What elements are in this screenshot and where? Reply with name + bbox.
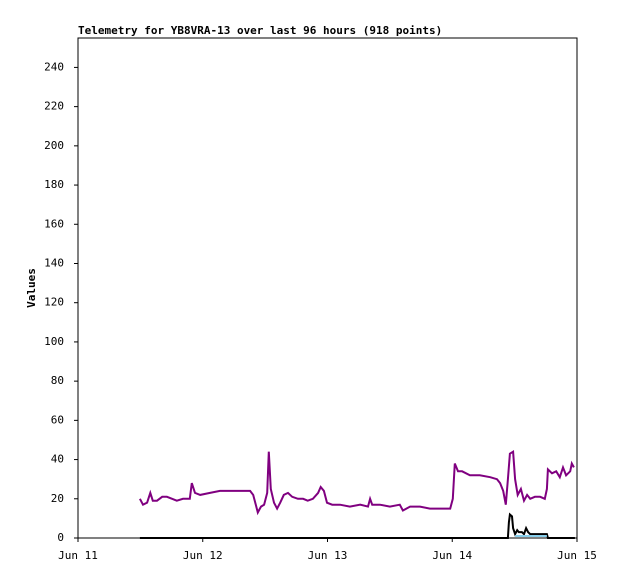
x-tick-label: Jun 15 <box>557 549 597 562</box>
x-tick-label: Jun 12 <box>183 549 223 562</box>
y-tick-label: 120 <box>44 296 64 309</box>
y-tick-label: 0 <box>57 531 64 544</box>
y-tick-label: 180 <box>44 178 64 191</box>
series-line <box>139 512 575 539</box>
y-axis-label: Values <box>25 268 38 308</box>
y-tick-label: 80 <box>51 374 64 387</box>
series-line <box>139 449 575 516</box>
chart-title: Telemetry for YB8VRA-13 over last 96 hou… <box>78 24 442 37</box>
y-tick-label: 140 <box>44 256 64 269</box>
y-tick-label: 240 <box>44 60 64 73</box>
y-tick-label: 60 <box>51 413 64 426</box>
x-tick-label: Jun 14 <box>432 549 472 562</box>
y-tick-label: 20 <box>51 492 64 505</box>
y-tick-label: 220 <box>44 100 64 113</box>
x-tick-label: Jun 11 <box>58 549 98 562</box>
y-tick-label: 160 <box>44 217 64 230</box>
y-tick-label: 100 <box>44 335 64 348</box>
y-tick-label: 40 <box>51 453 64 466</box>
y-tick-label: 200 <box>44 139 64 152</box>
x-tick-label: Jun 13 <box>308 549 348 562</box>
